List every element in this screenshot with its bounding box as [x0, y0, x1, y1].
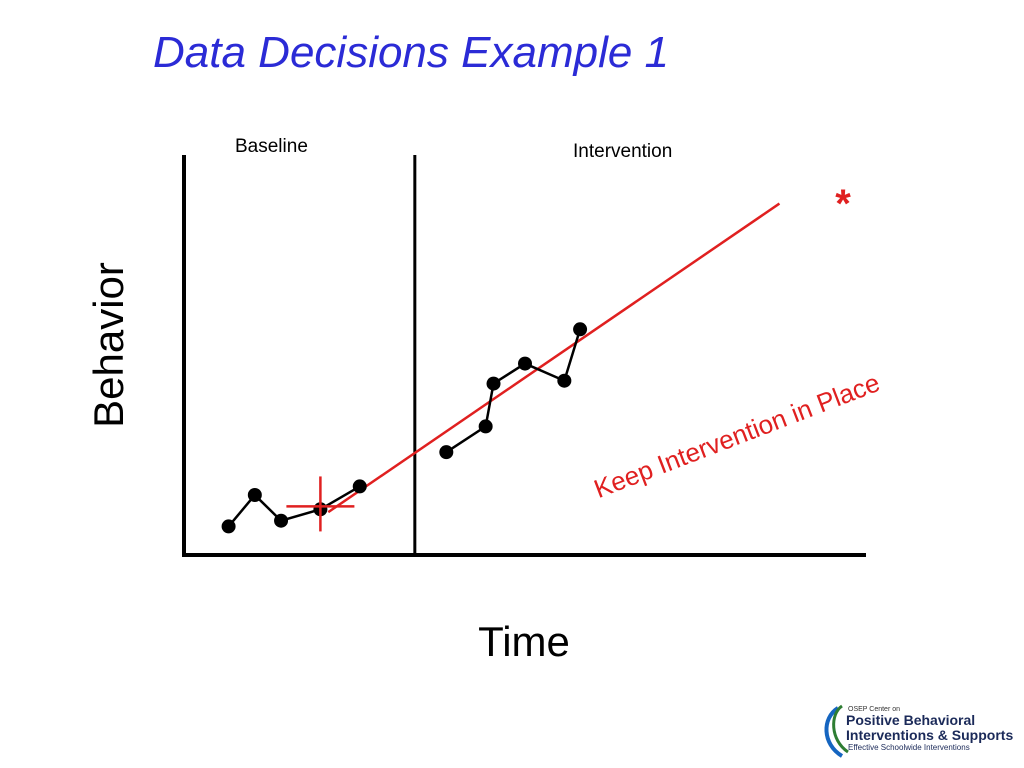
logo-line2: Positive Behavioral	[846, 712, 975, 728]
trend-line	[327, 202, 781, 514]
data-point-1-2	[486, 376, 501, 391]
data-point-0-1	[247, 488, 262, 502]
phase-label-intervention: Intervention	[573, 141, 672, 162]
pbis-logo: OSEP Center on Positive Behavioral Inter…	[824, 704, 1013, 758]
data-point-1-5	[573, 322, 588, 337]
data-point-0-4	[352, 479, 367, 494]
slide-title: Data Decisions Example 1	[153, 28, 670, 77]
logo-line3: Interventions & Supports	[846, 727, 1013, 743]
series-group	[221, 322, 588, 534]
data-point-1-0	[439, 445, 454, 460]
data-point-0-2	[274, 513, 289, 528]
data-point-0-0	[221, 519, 236, 534]
goal-asterisk: *	[835, 182, 851, 226]
data-point-1-3	[518, 356, 532, 371]
data-point-1-1	[478, 419, 493, 434]
data-point-1-4	[557, 373, 572, 388]
logo-line4: Effective Schoolwide Interventions	[848, 743, 970, 752]
phase-label-baseline: Baseline	[235, 136, 308, 157]
series-line-1	[445, 328, 582, 454]
y-axis-label: Behavior	[85, 262, 132, 428]
chart-axes	[182, 155, 866, 557]
logo-line1: OSEP Center on	[848, 706, 900, 713]
trend-line-group	[327, 202, 781, 514]
logo-arc-blue-icon	[824, 706, 844, 758]
marker-group	[286, 476, 355, 532]
decision-annotation: Keep Intervention in Place	[590, 367, 884, 504]
logo-arc-green-icon	[832, 704, 849, 754]
x-axis-label: Time	[478, 618, 570, 665]
